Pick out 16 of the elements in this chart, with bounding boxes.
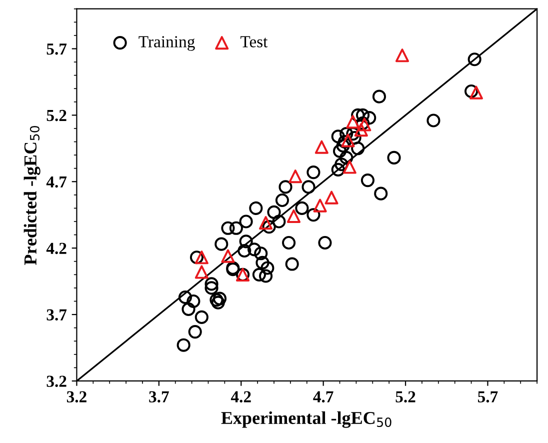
legend-label: Test xyxy=(240,36,268,48)
x-tick-label: 5.7 xyxy=(478,391,498,403)
x-tick-label: 5.2 xyxy=(396,391,416,403)
y-axis-title: Predicted -lgEC$_{50}$ xyxy=(24,126,40,265)
x-tick-label: 4.2 xyxy=(230,391,251,403)
y-tick-label: 5.7 xyxy=(46,44,67,55)
y-tick-label: 5.2 xyxy=(46,110,66,122)
x-axis-title: Experimental -lgEC$_{50}$ xyxy=(221,411,392,428)
y-tick-label: 3.7 xyxy=(46,309,67,321)
x-tick-label: 3.2 xyxy=(66,391,86,403)
legend-label: Training xyxy=(138,36,195,51)
x-tick-label: 3.7 xyxy=(149,391,169,403)
y-tick-label: 4.7 xyxy=(46,176,67,188)
y-tick-label: 4.2 xyxy=(46,242,66,254)
x-tick-label: 4.7 xyxy=(313,391,334,403)
y-tick-label: 3.2 xyxy=(46,376,66,387)
